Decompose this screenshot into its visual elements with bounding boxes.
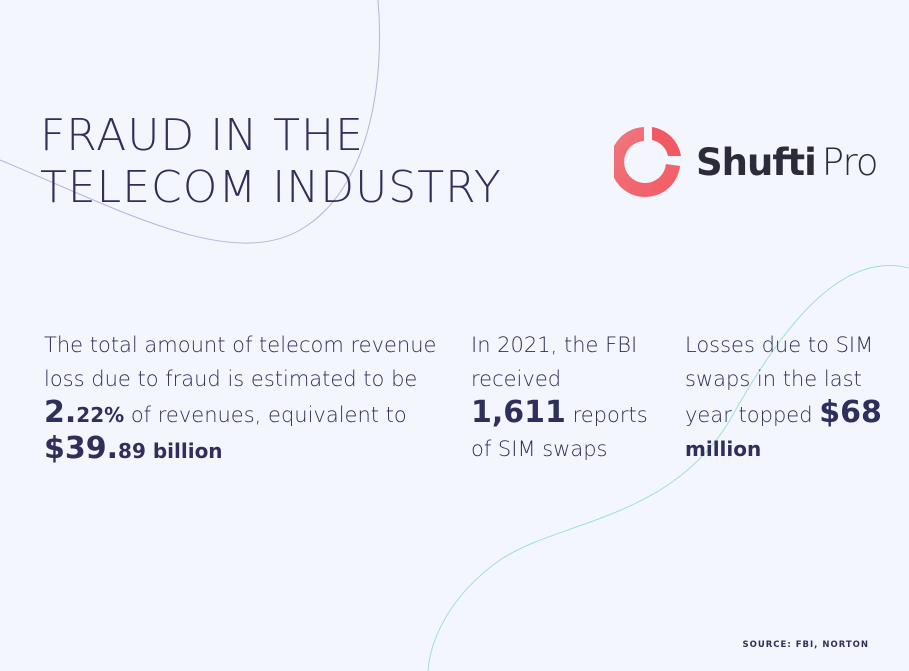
logo-text-light: Pro [821, 140, 879, 184]
stat-highlight-suffix: 89 billion [118, 439, 223, 463]
stat-highlight: 1,611 [471, 395, 566, 430]
shufti-pro-logo: Shufti Pro [614, 126, 878, 198]
logo-text-bold: Shufti [696, 140, 817, 184]
stat-highlight-suffix: million [685, 437, 762, 461]
stat-text: Losses due to SIM swaps in the last year… [685, 333, 874, 427]
stat-text: In 2021, the FBI received [471, 333, 638, 391]
decorative-curve-teal [427, 265, 909, 671]
source-note: SOURCE: FBI, NORTON [742, 640, 869, 650]
decorative-curve-purple [0, 0, 381, 244]
logo-wordmark: Shufti Pro [696, 141, 878, 184]
stat-text: of revenues, equivalent to [124, 403, 407, 427]
stat-revenue-loss: The total amount of telecom revenue loss… [44, 328, 444, 468]
title-line-2: TELECOM INDUSTRY [40, 162, 502, 213]
shufti-pro-ring-icon [614, 127, 681, 197]
stat-highlight: $39. [44, 431, 119, 466]
stat-sim-swap-losses: Losses due to SIM swaps in the last year… [685, 328, 885, 466]
stat-text: reports of SIM swaps [471, 403, 648, 461]
stat-highlight-suffix: 22% [76, 403, 125, 427]
stat-text: The total amount of telecom revenue loss… [44, 333, 437, 391]
page-title: FRAUD IN THE TELECOM INDUSTRY [40, 110, 502, 214]
stat-fbi-reports: In 2021, the FBI received 1,611 reports … [471, 328, 661, 466]
stat-highlight: 2. [44, 395, 77, 430]
stat-highlight: $68 [819, 395, 882, 430]
title-line-1: FRAUD IN THE [40, 110, 364, 161]
